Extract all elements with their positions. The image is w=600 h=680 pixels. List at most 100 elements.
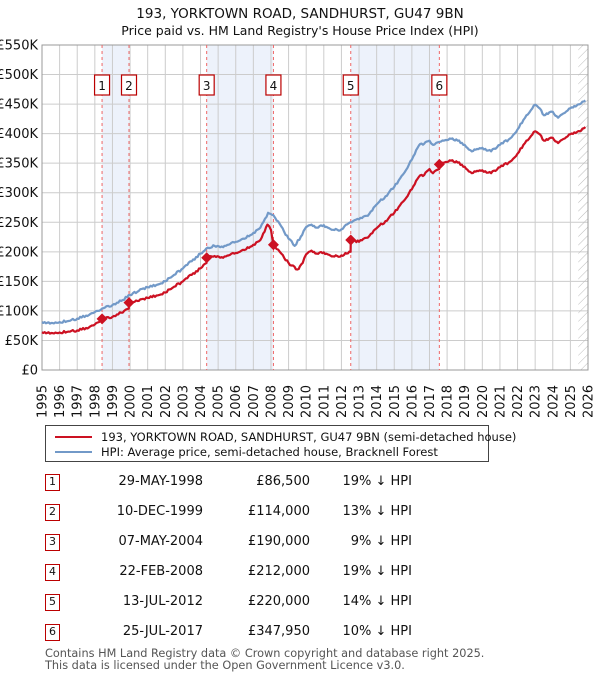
hpi-line-swatch	[55, 450, 92, 453]
row-number-badge: 5	[45, 594, 60, 611]
legend-label-property: 193, YORKTOWN ROAD, SANDHURST, GU47 9BN …	[101, 429, 517, 444]
row-price: £220,000	[247, 594, 310, 609]
row-date: 07-MAY-2004	[118, 534, 203, 549]
row-hpi-diff: 19% ↓ HPI	[342, 564, 412, 579]
footer: Contains HM Land Registry data © Crown c…	[45, 648, 484, 671]
sale-number-badge-label: 2	[125, 79, 133, 93]
legend-item-property: 193, YORKTOWN ROAD, SANDHURST, GU47 9BN …	[55, 429, 516, 444]
table-row: 6 25-JUL-2017 £347,950 10% ↓ HPI	[45, 619, 412, 649]
price-history-chart: 1 2 3 4 5 6 £0 £50K £100K £150K £200K £250K £300K £35…	[0, 39, 597, 419]
row-number-badge: 2	[45, 504, 60, 521]
row-date: 25-JUL-2017	[122, 624, 203, 639]
row-price: £347,950	[247, 624, 310, 639]
x-axis-label: 2024	[546, 385, 561, 418]
y-axis-label: £100K	[0, 304, 38, 319]
table-row: 1 29-MAY-1998 £86,500 19% ↓ HPI	[45, 469, 412, 499]
sale-marker	[96, 313, 108, 325]
future-hatch	[578, 45, 588, 370]
x-axis-label: 2012	[335, 385, 350, 418]
y-axis-label: £200K	[0, 245, 38, 260]
sale-number-badge-label: 3	[203, 79, 211, 93]
x-axis-label: 2010	[300, 385, 315, 418]
y-axis-label: £550K	[0, 39, 38, 54]
x-axis-label: 1998	[88, 385, 103, 418]
sale-number-badge	[342, 74, 359, 96]
x-axis-label: 2018	[441, 385, 456, 418]
x-axis-label: 2013	[353, 385, 368, 418]
x-axis-label: 2026	[582, 385, 597, 418]
x-axis-label: 2021	[493, 385, 508, 418]
table-row: 4 22-FEB-2008 £212,000 19% ↓ HPI	[45, 559, 412, 589]
row-number-badge: 3	[45, 534, 60, 551]
row-price: £114,000	[247, 504, 310, 519]
legend-item-hpi: HPI: Average price, semi-detached house,…	[55, 444, 488, 459]
y-axis-label: £0	[21, 364, 38, 379]
page-subtitle: Price paid vs. HM Land Registry's House …	[121, 23, 479, 38]
x-axis-label: 2005	[212, 385, 227, 418]
x-axis-label: 2011	[317, 385, 332, 418]
sale-number-badge-label: 1	[98, 79, 106, 93]
y-axis-label: £150K	[0, 275, 38, 290]
row-date: 13-JUL-2012	[122, 594, 203, 609]
sale-number-badge-label: 6	[436, 79, 444, 93]
sale-number-badge	[431, 74, 448, 96]
x-axis-label: 2002	[159, 385, 174, 418]
ownership-band	[350, 45, 440, 370]
row-number-badge: 1	[45, 474, 60, 491]
row-date: 22-FEB-2008	[119, 564, 203, 579]
x-axis-label: 2001	[141, 385, 156, 418]
x-axis-label: 1995	[36, 385, 51, 418]
sale-number-badge	[93, 74, 111, 96]
row-price: £190,000	[247, 534, 310, 549]
row-number-badge: 6	[45, 624, 60, 641]
sale-marker	[267, 239, 279, 251]
x-axis-label: 2015	[388, 385, 403, 418]
x-axis-label: 2017	[423, 385, 438, 418]
sale-number-badge	[120, 74, 138, 96]
sale-marker	[201, 252, 213, 264]
x-axis-label: 1999	[106, 385, 121, 418]
row-hpi-diff: 19% ↓ HPI	[342, 474, 412, 489]
sale-marker	[345, 234, 357, 246]
table-row: 2 10-DEC-1999 £114,000 13% ↓ HPI	[45, 499, 412, 529]
x-axis-label: 2022	[511, 385, 526, 418]
property-line-swatch	[55, 435, 92, 438]
sale-number-badge-label: 4	[270, 79, 278, 93]
y-axis-label: £300K	[0, 186, 38, 201]
legend: 193, YORKTOWN ROAD, SANDHURST, GU47 9BN …	[45, 425, 516, 462]
x-axis-label: 2016	[405, 385, 420, 418]
plot-border	[41, 44, 589, 371]
row-hpi-diff: 9% ↓ HPI	[350, 534, 412, 549]
y-axis-label: £400K	[0, 127, 38, 142]
sale-number-badge-label: 5	[347, 79, 355, 93]
legend-label-hpi: HPI: Average price, semi-detached house,…	[101, 444, 438, 459]
y-axis-label: £350K	[0, 157, 38, 172]
page-title: 193, YORKTOWN ROAD, SANDHURST, GU47 9BN	[136, 6, 464, 22]
x-axis-label: 2009	[282, 385, 297, 418]
x-axis-label: 2023	[529, 385, 544, 418]
x-axis-label: 2008	[264, 385, 279, 418]
row-date: 10-DEC-1999	[116, 504, 203, 519]
x-axis-label: 2000	[124, 385, 139, 418]
ownership-band	[206, 45, 274, 370]
sale-number-badge	[198, 74, 215, 96]
table-row: 3 07-MAY-2004 £190,000 9% ↓ HPI	[45, 529, 412, 559]
hpi-line	[41, 99, 586, 325]
row-hpi-diff: 10% ↓ HPI	[342, 624, 412, 639]
x-axis-label: 2004	[194, 385, 209, 418]
x-axis-label: 2006	[229, 385, 244, 418]
row-hpi-diff: 13% ↓ HPI	[342, 504, 412, 519]
table-row: 5 13-JUL-2012 £220,000 14% ↓ HPI	[45, 589, 412, 619]
y-axis-label: £250K	[0, 216, 38, 231]
sale-number-badge	[265, 74, 282, 96]
x-axis-label: 2003	[176, 385, 191, 418]
sale-marker	[123, 297, 135, 309]
x-axis-label: 2014	[370, 385, 385, 418]
y-axis-label: £50K	[5, 334, 39, 349]
row-number-badge: 4	[45, 564, 60, 581]
y-axis-label: £500K	[0, 68, 38, 83]
x-axis-label: 2020	[476, 385, 491, 418]
row-price: £212,000	[247, 564, 310, 579]
x-axis-label: 1997	[71, 385, 86, 418]
